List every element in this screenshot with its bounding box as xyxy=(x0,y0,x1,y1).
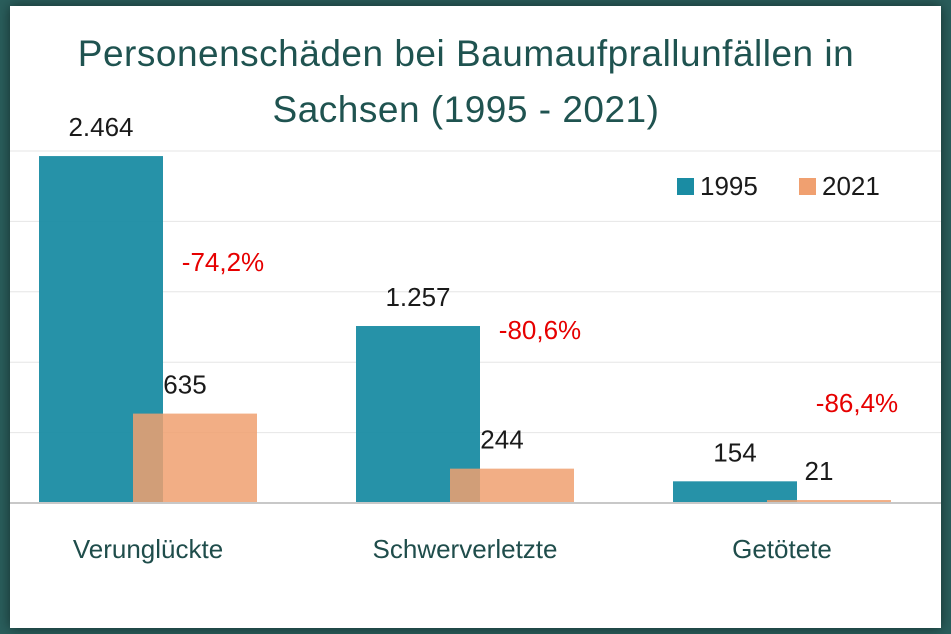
category-label-1: Schwerverletzte xyxy=(373,534,558,564)
change-label-2: -86,4% xyxy=(816,388,898,418)
legend: 1995 2021 xyxy=(677,171,880,201)
legend-swatch-1995 xyxy=(677,178,694,195)
data-labels: 2.464 635 -74,2% Verunglückte 1.257 244 -80,6%… xyxy=(68,112,898,564)
category-label-2: Getötete xyxy=(732,534,832,564)
bar-chart: Personenschäden bei Baumaufprallunfällen… xyxy=(10,33,941,564)
chart-frame: Personenschäden bei Baumaufprallunfällen… xyxy=(10,6,941,628)
value-label-2021-1: 244 xyxy=(480,425,523,455)
bar-2021-1 xyxy=(450,468,574,503)
chart-title-line-1: Personenschäden bei Baumaufprallunfällen… xyxy=(78,33,854,74)
legend-label-1995: 1995 xyxy=(700,171,758,201)
gridlines xyxy=(10,150,941,434)
change-label-1: -80,6% xyxy=(499,315,581,345)
bar-1995-2 xyxy=(673,481,797,503)
value-label-1995-2: 154 xyxy=(713,437,756,467)
value-label-1995-1: 1.257 xyxy=(385,282,450,312)
value-label-2021-0: 635 xyxy=(163,370,206,400)
legend-label-2021: 2021 xyxy=(822,171,880,201)
value-label-2021-2: 21 xyxy=(805,456,834,486)
bars xyxy=(39,156,891,504)
value-label-1995-0: 2.464 xyxy=(68,112,133,142)
category-label-0: Verunglückte xyxy=(73,534,223,564)
bar-2021-0 xyxy=(133,413,257,503)
change-label-0: -74,2% xyxy=(182,247,264,277)
legend-swatch-2021 xyxy=(799,178,816,195)
chart-title-line-2: Sachsen (1995 - 2021) xyxy=(273,89,660,130)
bar-2021-2 xyxy=(767,500,891,503)
